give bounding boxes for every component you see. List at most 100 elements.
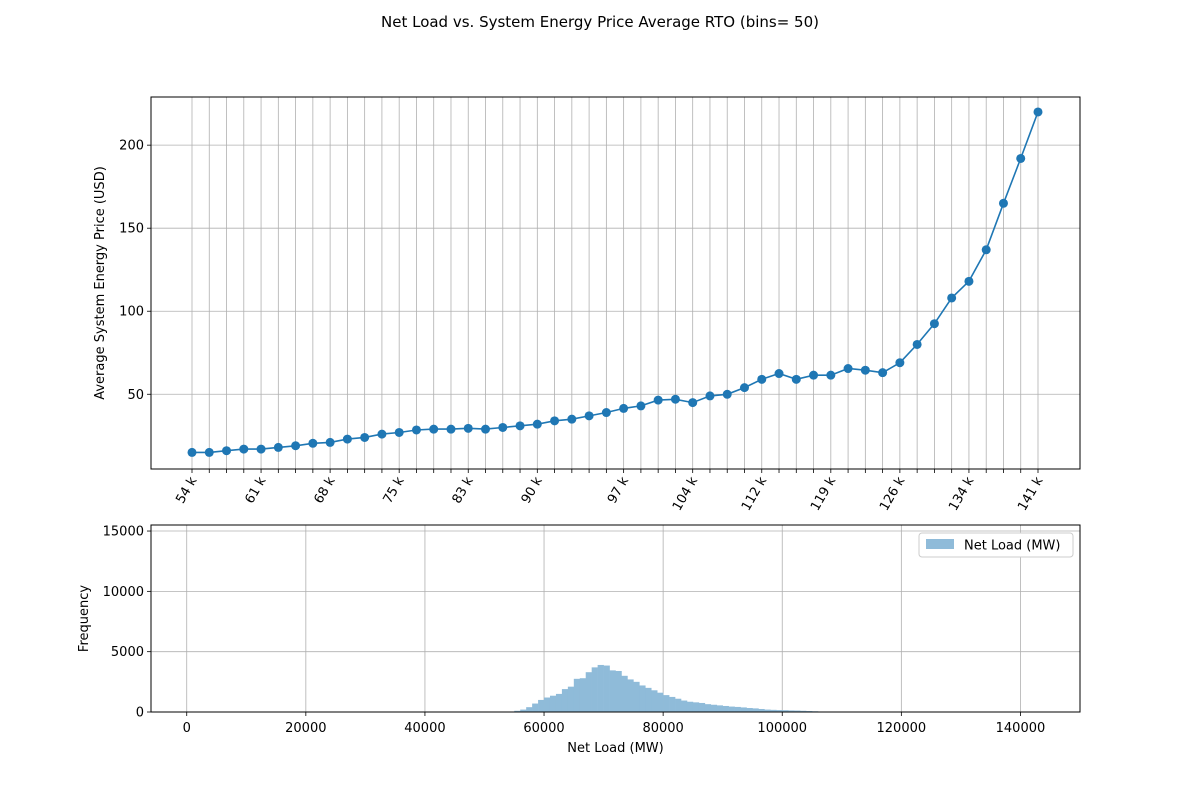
price-point: [411, 425, 421, 435]
price-point: [809, 370, 819, 380]
histogram-bar: [764, 709, 771, 712]
x-tick-label: 97 k: [605, 474, 632, 506]
histogram-bar: [609, 670, 616, 712]
price-point: [774, 369, 784, 379]
x-tick-label: 61 k: [242, 474, 269, 506]
price-point: [619, 403, 629, 413]
histogram-bar: [663, 695, 670, 712]
histogram-bar: [681, 700, 688, 712]
price-point: [722, 389, 732, 399]
y-tick-label: 10000: [103, 585, 144, 600]
price-point: [325, 437, 335, 447]
histogram-bar: [782, 710, 789, 712]
net-load-histogram: 0 20000 40000 60000 80000 100000 120000 140000 …: [77, 524, 1081, 756]
histogram-bar: [770, 709, 777, 712]
histogram-bar: [538, 699, 545, 712]
price-point: [878, 368, 888, 378]
y-tick-label: 5000: [111, 645, 144, 660]
price-point: [446, 424, 456, 434]
x-tick-label: 80000: [642, 721, 683, 736]
price-point: [981, 245, 991, 255]
histogram-bar: [591, 667, 598, 712]
legend: Net Load (MW): [918, 532, 1074, 558]
price-point: [601, 408, 611, 418]
histogram-bar: [704, 704, 712, 712]
histogram-bar: [520, 709, 527, 712]
histogram-bar: [651, 690, 658, 712]
histogram-bar: [698, 702, 706, 712]
x-tick-label: 0: [183, 721, 191, 736]
x-tick-label: 112 k: [739, 474, 770, 513]
bottom-x-axis-label: Net Load (MW): [567, 741, 663, 756]
x-tick-label: 20000: [285, 721, 326, 736]
price-point: [688, 398, 698, 408]
histogram-bar: [752, 708, 759, 712]
price-point: [929, 319, 939, 329]
price-point: [429, 424, 439, 434]
price-point: [1033, 107, 1043, 117]
price-point: [550, 416, 560, 426]
price-point: [670, 394, 680, 404]
price-point: [826, 370, 836, 380]
x-tick-label: 100000: [757, 721, 807, 736]
x-tick-label: 134 k: [946, 474, 977, 513]
price-point: [705, 391, 715, 401]
histogram-bar: [585, 672, 592, 712]
y-tick-label: 50: [127, 388, 144, 403]
x-tick-label: 83 k: [450, 474, 477, 506]
price-point: [964, 276, 974, 286]
price-point: [498, 422, 508, 432]
legend-label: Net Load (MW): [964, 539, 1060, 554]
price-line-chart: 54 k 61 k 68 k 75 k 83 k 90 k 97 k 104 k 112 k 11…: [93, 96, 1081, 514]
price-point: [256, 444, 266, 454]
histogram-bar: [615, 670, 622, 712]
bottom-y-ticks: 0 5000 10000 15000: [103, 525, 151, 721]
legend-box: [918, 532, 1074, 558]
histogram-bar: [526, 707, 533, 712]
histogram-bar: [657, 692, 664, 712]
price-point: [204, 447, 214, 457]
price-point: [342, 434, 352, 444]
y-tick-label: 100: [119, 305, 144, 320]
histogram-bar: [639, 685, 646, 712]
x-tick-label: 90 k: [519, 474, 546, 506]
histogram-bar: [561, 689, 569, 712]
histogram-bar: [746, 708, 753, 712]
price-point: [998, 198, 1008, 208]
price-point: [463, 423, 473, 433]
histogram-bar: [549, 695, 557, 712]
legend-swatch: [926, 539, 954, 549]
histogram-bar: [567, 686, 575, 712]
price-point: [757, 374, 767, 384]
histogram-bar: [544, 697, 551, 712]
price-point: [636, 401, 646, 411]
histogram-bar: [776, 710, 783, 712]
top-plot-border: [150, 96, 1081, 470]
histogram-bar: [716, 705, 723, 712]
figure-title: Net Load vs. System Energy Price Average…: [381, 13, 819, 31]
price-point: [291, 441, 301, 451]
price-point: [222, 446, 232, 456]
price-point: [584, 411, 594, 421]
price-point: [860, 365, 870, 375]
price-point: [912, 339, 922, 349]
price-point: [947, 293, 957, 303]
histogram-bar: [532, 703, 539, 712]
price-point: [394, 427, 404, 437]
top-plot-area: [151, 97, 1080, 469]
histogram-bar: [794, 710, 801, 712]
histogram-bar: [788, 710, 795, 712]
price-point: [187, 447, 197, 457]
price-point: [567, 414, 577, 424]
price-point: [739, 383, 749, 393]
price-point: [273, 442, 283, 452]
histogram-bar: [675, 698, 682, 712]
bottom-x-ticks: 0 20000 40000 60000 80000 100000 120000 140000: [183, 712, 1045, 736]
x-tick-label: 40000: [404, 721, 445, 736]
histogram-bar: [603, 665, 610, 712]
histogram-bar: [728, 706, 735, 712]
top-y-ticks: 50 100 150 200: [119, 139, 151, 403]
y-tick-label: 15000: [103, 525, 144, 540]
y-tick-label: 150: [119, 222, 144, 237]
